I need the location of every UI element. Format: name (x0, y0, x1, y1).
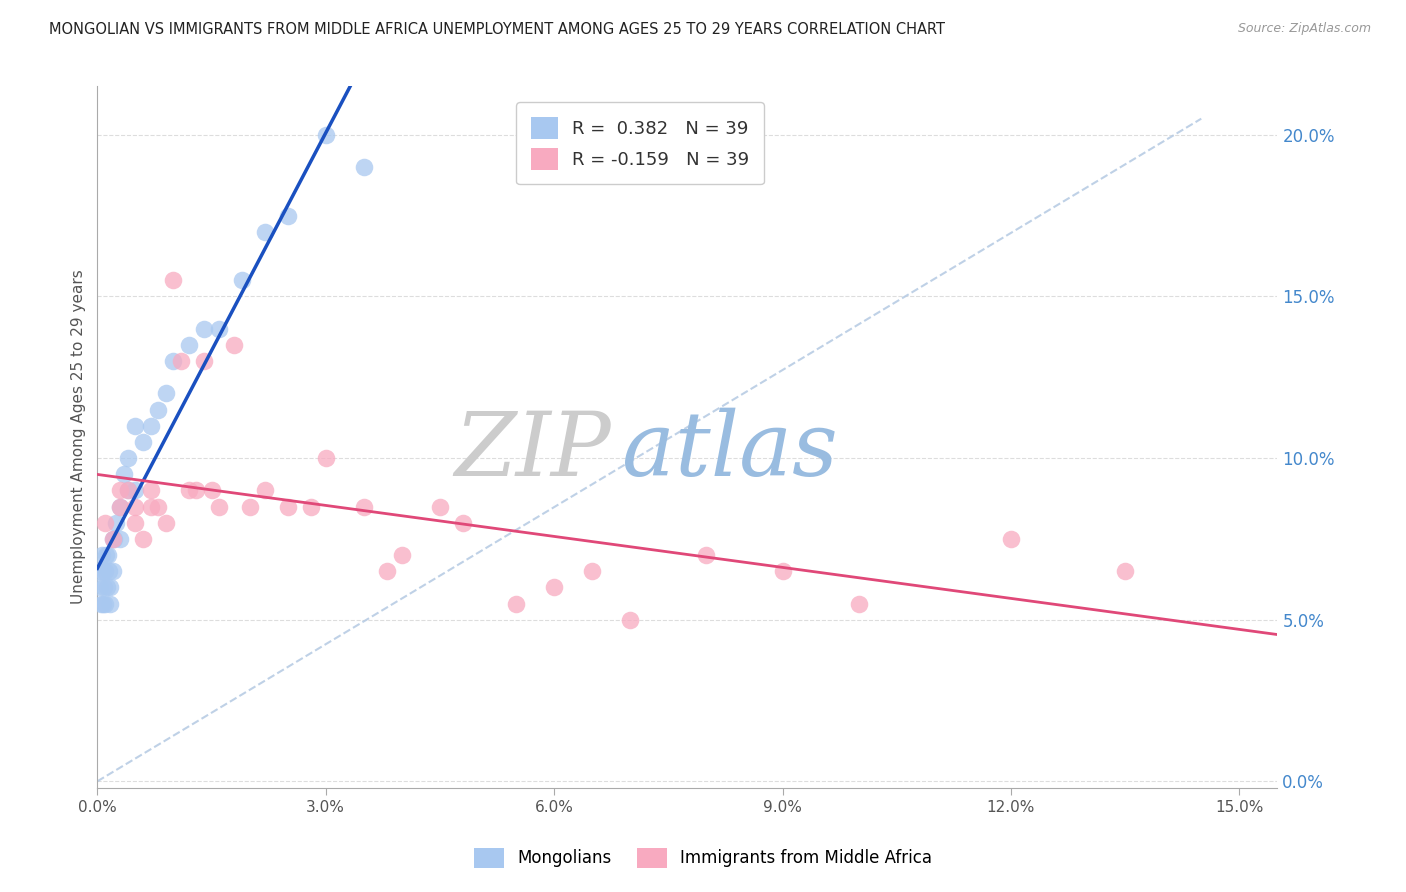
Point (108, 532, 131, 546)
Point (695, 548, 717, 562)
Point (375, 564, 398, 578)
Point (208, 322, 231, 336)
Point (117, 451, 139, 466)
Point (91, 564, 114, 578)
Point (177, 338, 200, 352)
Point (98, 580, 121, 594)
Point (315, 451, 337, 466)
Point (353, 500, 375, 514)
Point (239, 500, 262, 514)
Point (231, 273, 253, 287)
Text: MONGOLIAN VS IMMIGRANTS FROM MIDDLE AFRICA UNEMPLOYMENT AMONG AGES 25 TO 29 YEAR: MONGOLIAN VS IMMIGRANTS FROM MIDDLE AFRI… (49, 22, 945, 37)
Point (193, 322, 215, 336)
Point (772, 564, 794, 578)
Point (93, 580, 115, 594)
Point (162, 273, 184, 287)
Point (619, 613, 641, 627)
Point (124, 500, 146, 514)
Point (543, 580, 565, 594)
Point (117, 483, 139, 498)
Point (124, 516, 146, 530)
Point (155, 386, 177, 401)
Point (162, 354, 184, 368)
Point (139, 483, 162, 498)
Point (117, 483, 139, 498)
Point (96, 548, 118, 562)
Point (177, 483, 200, 498)
Point (155, 516, 177, 530)
Point (139, 500, 162, 514)
Text: Source: ZipAtlas.com: Source: ZipAtlas.com (1237, 22, 1371, 36)
Point (108, 500, 131, 514)
Point (97, 548, 120, 562)
Text: atlas: atlas (623, 408, 838, 494)
Point (132, 532, 155, 546)
Point (124, 483, 146, 498)
Point (132, 434, 155, 449)
Point (108, 500, 131, 514)
Point (101, 532, 124, 546)
Point (186, 483, 208, 498)
Point (139, 418, 162, 433)
Point (200, 483, 222, 498)
Point (315, 128, 337, 142)
Point (94, 564, 117, 578)
Point (124, 418, 146, 433)
Y-axis label: Unemployment Among Ages 25 to 29 years: Unemployment Among Ages 25 to 29 years (72, 269, 86, 605)
Point (97, 564, 120, 578)
Point (101, 532, 124, 546)
Legend: R =  0.382   N = 39, R = -0.159   N = 39: R = 0.382 N = 39, R = -0.159 N = 39 (516, 103, 763, 185)
Legend: Mongolians, Immigrants from Middle Africa: Mongolians, Immigrants from Middle Afric… (467, 841, 939, 875)
Point (277, 500, 299, 514)
Point (299, 500, 322, 514)
Point (103, 532, 125, 546)
Point (87, 564, 110, 578)
Point (391, 548, 413, 562)
Point (253, 225, 276, 239)
Point (94, 516, 117, 530)
Point (98, 597, 121, 611)
Point (148, 402, 170, 417)
Point (105, 516, 128, 530)
Point (112, 467, 135, 482)
Text: ZIP: ZIP (454, 408, 610, 494)
Point (90, 548, 112, 562)
Point (89, 580, 111, 594)
Point (90, 597, 112, 611)
Point (353, 160, 375, 174)
Point (101, 564, 124, 578)
Point (1000, 532, 1022, 546)
Point (429, 500, 451, 514)
Point (170, 354, 193, 368)
Point (505, 597, 527, 611)
Point (1114, 564, 1136, 578)
Point (148, 500, 170, 514)
Point (94, 597, 117, 611)
Point (451, 516, 474, 530)
Point (848, 597, 870, 611)
Point (224, 338, 246, 352)
Point (277, 209, 299, 223)
Point (108, 483, 131, 498)
Point (208, 500, 231, 514)
Point (96, 580, 118, 594)
Point (193, 354, 215, 368)
Point (581, 564, 603, 578)
Point (253, 483, 276, 498)
Point (93, 597, 115, 611)
